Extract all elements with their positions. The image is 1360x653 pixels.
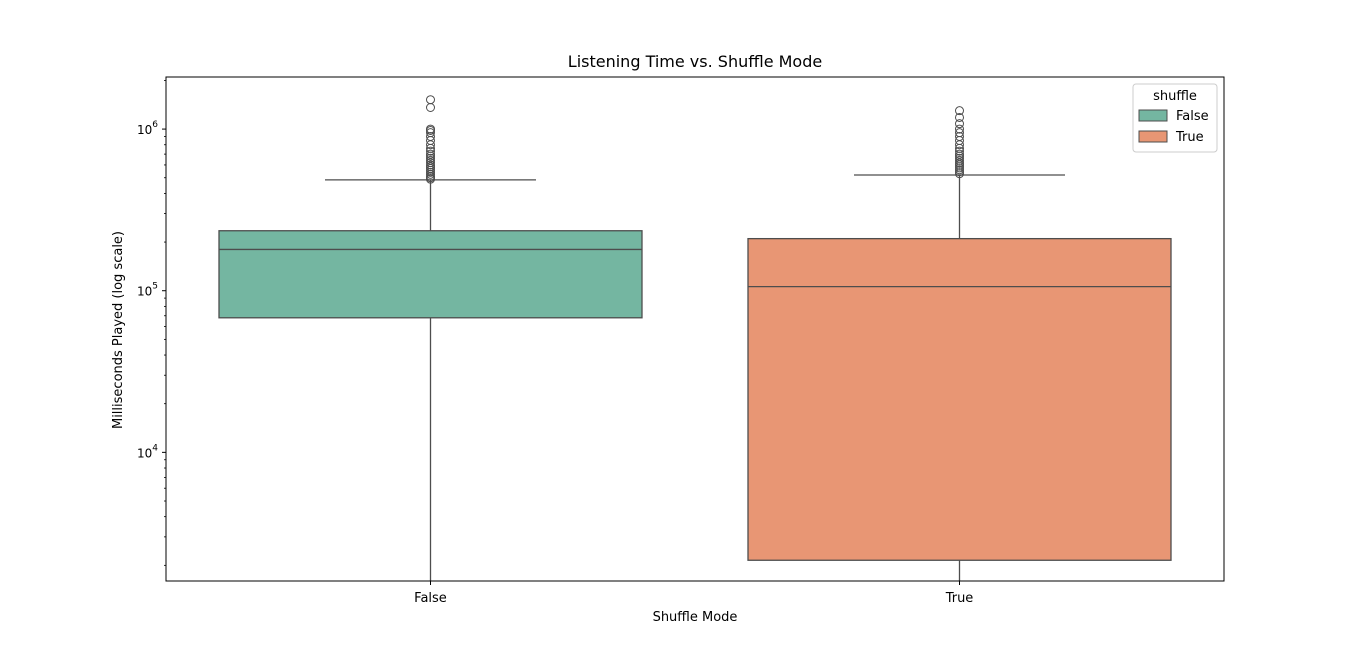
legend-entry-label: False bbox=[1176, 109, 1209, 124]
outlier-point bbox=[955, 149, 964, 159]
y-tick-label: 106 bbox=[137, 120, 158, 137]
outlier-point bbox=[426, 131, 435, 141]
outlier-point bbox=[426, 95, 435, 105]
y-tick-label: 105 bbox=[137, 282, 158, 299]
x-axis-label: Shuffle Mode bbox=[653, 610, 738, 625]
y-tick-label: 104 bbox=[137, 443, 158, 460]
outlier-point bbox=[955, 158, 964, 168]
outlier-point bbox=[426, 155, 435, 165]
outlier-point bbox=[955, 131, 964, 141]
outlier-point bbox=[426, 128, 435, 138]
x-tick-label: True bbox=[945, 591, 974, 606]
outlier-point bbox=[955, 112, 964, 122]
outlier-point bbox=[426, 158, 435, 168]
axes-frame bbox=[165, 76, 1225, 582]
outlier-point bbox=[426, 160, 435, 170]
outlier-point bbox=[426, 146, 435, 156]
outlier-point bbox=[955, 155, 964, 165]
outlier-point bbox=[426, 124, 435, 134]
outlier-point bbox=[955, 124, 964, 134]
outlier-point bbox=[955, 106, 964, 116]
box-group-false bbox=[218, 95, 643, 581]
chart-title: Listening Time vs. Shuffle Mode bbox=[568, 52, 822, 71]
legend-title: shuffle bbox=[1153, 89, 1197, 104]
outlier-point bbox=[426, 149, 435, 159]
outlier-point bbox=[955, 119, 964, 129]
iqr-box bbox=[747, 237, 1172, 561]
y-axis-label: Milliseconds Played (log scale) bbox=[111, 231, 126, 429]
y-axis-ticks: 104 105 106 bbox=[137, 80, 166, 566]
boxes-layer bbox=[218, 95, 1172, 581]
iqr-box bbox=[218, 230, 643, 319]
outlier-point bbox=[426, 102, 435, 112]
outlier-point bbox=[955, 146, 964, 156]
legend-swatch bbox=[1138, 130, 1168, 143]
x-tick-label: False bbox=[414, 591, 447, 606]
outlier-point bbox=[426, 153, 435, 163]
outlier-point bbox=[955, 153, 964, 163]
box-group-true bbox=[747, 106, 1172, 581]
legend-swatch bbox=[1138, 109, 1168, 122]
x-axis-ticks: False True bbox=[414, 581, 973, 606]
legend: shuffle False True bbox=[1132, 83, 1218, 153]
legend-entry-label: True bbox=[1175, 130, 1204, 145]
outlier-point bbox=[955, 128, 964, 138]
